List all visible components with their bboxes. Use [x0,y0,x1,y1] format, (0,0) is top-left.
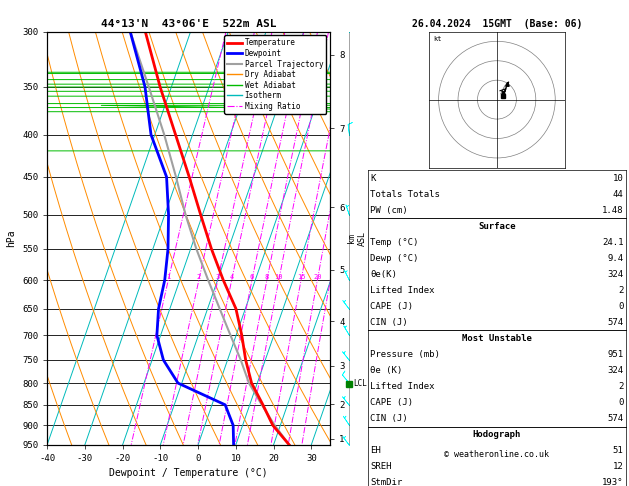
Text: 20: 20 [313,274,321,280]
Text: 44: 44 [613,190,623,199]
Text: CIN (J): CIN (J) [370,318,408,327]
Text: 51: 51 [613,446,623,455]
Text: 324: 324 [607,270,623,279]
Y-axis label: km
ASL: km ASL [347,231,367,245]
Text: 2: 2 [618,286,623,295]
Text: © weatheronline.co.uk: © weatheronline.co.uk [445,450,549,459]
Text: 6: 6 [250,274,254,280]
Text: 324: 324 [607,366,623,375]
Text: SREH: SREH [370,462,392,471]
Legend: Temperature, Dewpoint, Parcel Trajectory, Dry Adiabat, Wet Adiabat, Isotherm, Mi: Temperature, Dewpoint, Parcel Trajectory… [224,35,326,114]
Text: 24.1: 24.1 [602,238,623,247]
Text: 9.4: 9.4 [607,254,623,263]
Text: K: K [370,174,376,183]
Text: Dewp (°C): Dewp (°C) [370,254,419,263]
Text: θe(K): θe(K) [370,270,398,279]
Text: Hodograph: Hodograph [473,430,521,439]
Text: Lifted Index: Lifted Index [370,382,435,391]
Text: Pressure (mb): Pressure (mb) [370,350,440,359]
Text: Most Unstable: Most Unstable [462,334,532,343]
Text: LCL: LCL [353,380,367,388]
Text: θe (K): θe (K) [370,366,403,375]
Text: kt: kt [433,36,442,42]
Text: 193°: 193° [602,478,623,486]
Text: CAPE (J): CAPE (J) [370,398,413,407]
Text: EH: EH [370,446,381,455]
Text: 574: 574 [607,318,623,327]
Title: 44°13'N  43°06'E  522m ASL: 44°13'N 43°06'E 522m ASL [101,19,277,30]
Text: PW (cm): PW (cm) [370,206,408,215]
Text: Surface: Surface [478,222,516,231]
Text: 8: 8 [265,274,269,280]
Text: 2: 2 [197,274,201,280]
Text: 0: 0 [618,302,623,311]
Text: 4: 4 [230,274,234,280]
Y-axis label: hPa: hPa [6,229,16,247]
Text: Temp (°C): Temp (°C) [370,238,419,247]
Text: 15: 15 [297,274,305,280]
Text: 12: 12 [613,462,623,471]
Text: 1: 1 [166,274,170,280]
Text: 574: 574 [607,414,623,423]
Text: 10: 10 [613,174,623,183]
Text: Totals Totals: Totals Totals [370,190,440,199]
Text: 2: 2 [618,382,623,391]
Text: 3: 3 [216,274,220,280]
Text: StmDir: StmDir [370,478,403,486]
Text: 0: 0 [618,398,623,407]
Text: 951: 951 [607,350,623,359]
Text: CAPE (J): CAPE (J) [370,302,413,311]
Text: Lifted Index: Lifted Index [370,286,435,295]
Text: 26.04.2024  15GMT  (Base: 06): 26.04.2024 15GMT (Base: 06) [412,19,582,29]
Text: CIN (J): CIN (J) [370,414,408,423]
Text: 10: 10 [274,274,283,280]
Text: 1.48: 1.48 [602,206,623,215]
X-axis label: Dewpoint / Temperature (°C): Dewpoint / Temperature (°C) [109,469,268,478]
